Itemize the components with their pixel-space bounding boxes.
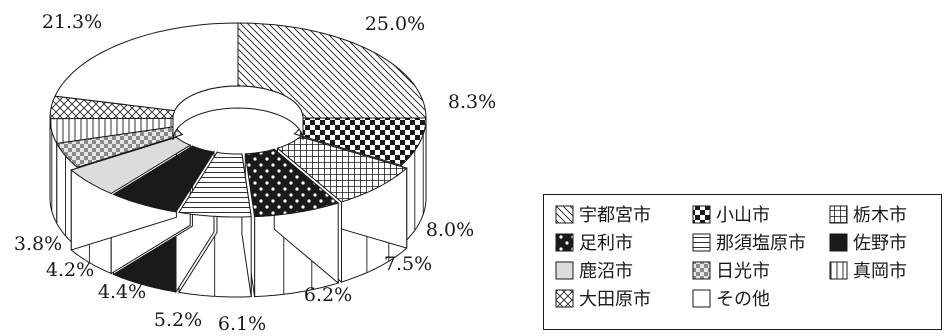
data-label-7: 4.4% xyxy=(98,281,146,303)
legend-swatch-3 xyxy=(555,233,574,252)
data-label-10: 21.3% xyxy=(42,11,102,33)
slice-5 xyxy=(112,145,215,213)
legend-label-10: その他 xyxy=(716,289,770,310)
data-label-0: 25.0% xyxy=(365,13,425,35)
legend-label-7: 日光市 xyxy=(716,261,770,282)
legend-label-0: 宇都宮市 xyxy=(579,205,651,226)
legend-swatch-1 xyxy=(692,205,711,224)
data-label-9: 3.8% xyxy=(14,233,62,255)
legend-label-3: 足利市 xyxy=(579,233,633,254)
data-label-6: 5.2% xyxy=(154,309,202,331)
legend-label-4: 那須塩原市 xyxy=(716,233,806,254)
legend-swatch-5 xyxy=(829,233,848,252)
legend-swatch-2 xyxy=(829,205,848,224)
data-label-5: 6.1% xyxy=(218,313,266,335)
legend-swatch-9 xyxy=(555,289,574,308)
legend-swatch-8 xyxy=(829,261,848,280)
slice-6 xyxy=(70,136,192,195)
data-label-2: 8.0% xyxy=(426,219,474,241)
data-label-3: 7.5% xyxy=(384,253,432,275)
legend-box xyxy=(543,194,942,330)
legend-label-2: 栃木市 xyxy=(853,205,907,226)
donut-hole-wall xyxy=(172,85,304,141)
legend-swatch-0 xyxy=(555,205,574,224)
legend-label-6: 鹿沼市 xyxy=(579,261,633,282)
slice-3 xyxy=(244,148,340,218)
legend-swatch-7 xyxy=(692,261,711,280)
legend-swatch-10 xyxy=(692,289,711,308)
legend-swatch-6 xyxy=(555,261,574,280)
slice-2 xyxy=(276,136,408,203)
slice-4 xyxy=(178,151,252,218)
legend-label-9: 大田原市 xyxy=(579,289,651,310)
data-label-8: 4.2% xyxy=(46,259,94,281)
data-label-1: 8.3% xyxy=(448,91,496,113)
legend-swatch-4 xyxy=(692,233,711,252)
legend-label-5: 佐野市 xyxy=(853,233,907,254)
legend-label-8: 真岡市 xyxy=(853,261,907,282)
data-label-4: 6.2% xyxy=(304,284,352,306)
legend-label-1: 小山市 xyxy=(716,205,770,226)
